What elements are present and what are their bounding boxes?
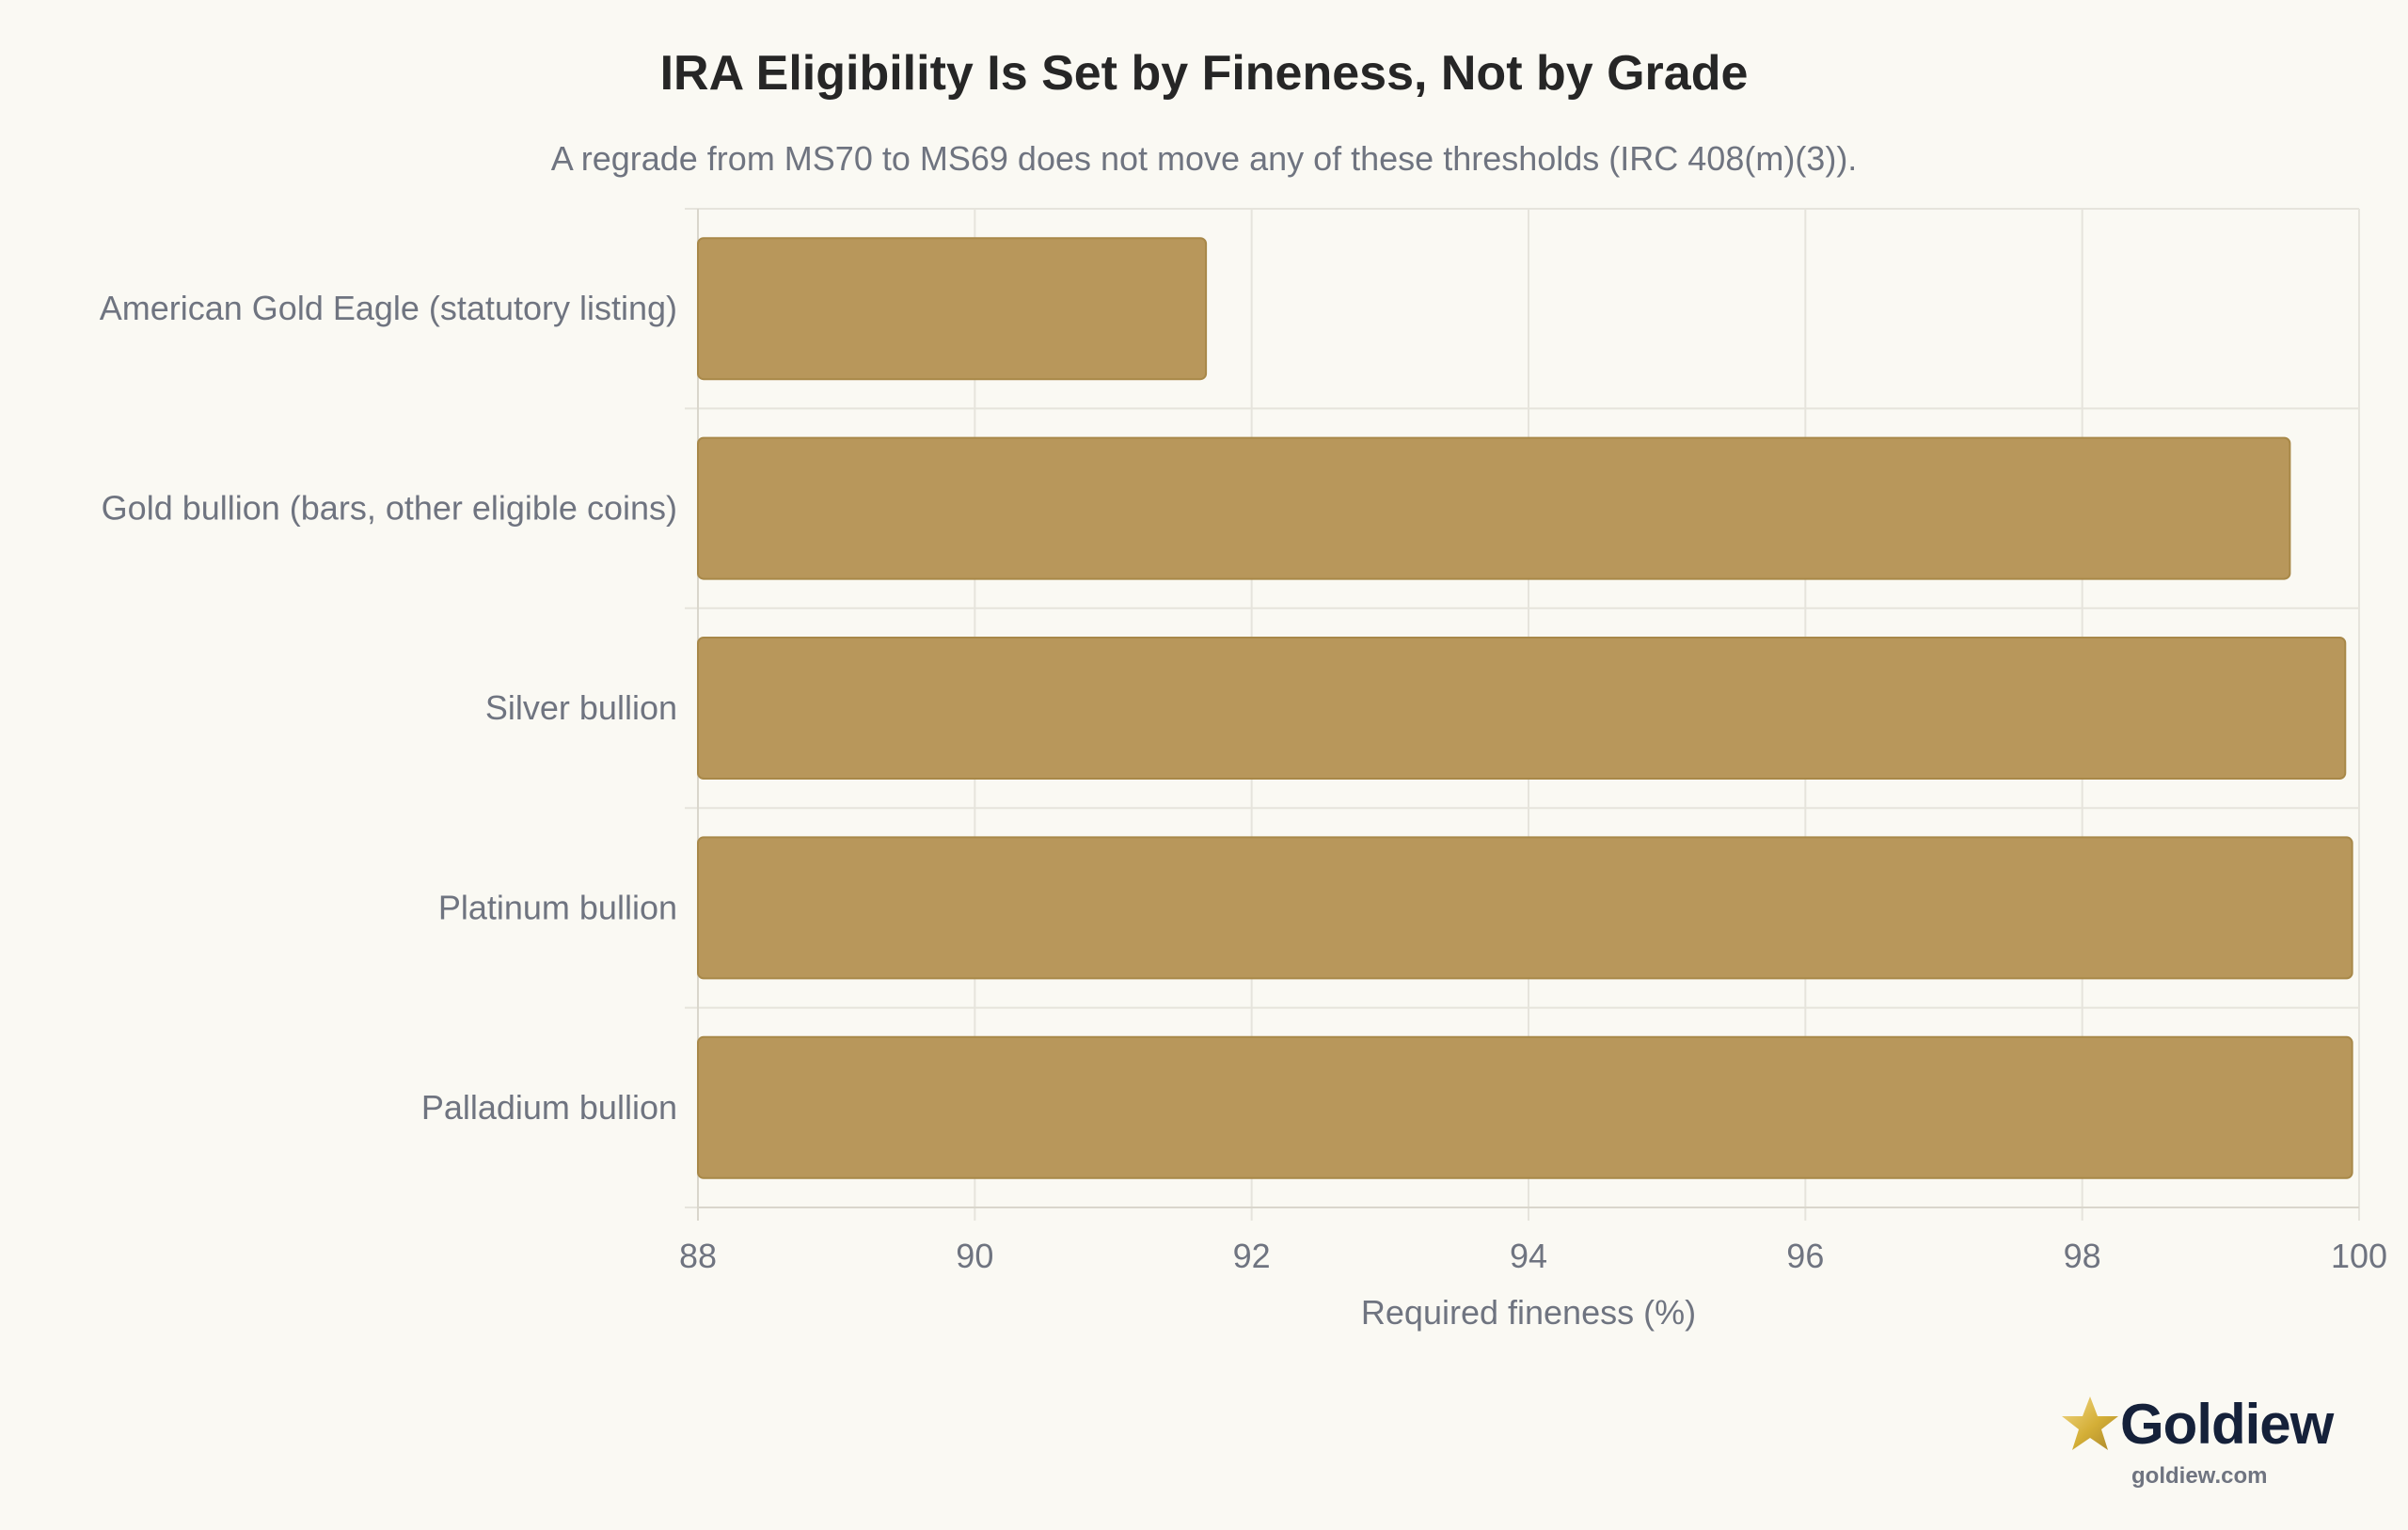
category-label: American Gold Eagle (statutory listing)	[100, 289, 677, 327]
bar	[697, 836, 2353, 980]
x-tick-label: 92	[1233, 1237, 1271, 1275]
x-tick-label: 90	[956, 1237, 993, 1275]
bar	[697, 1035, 2353, 1179]
x-axis-title: Required fineness (%)	[1361, 1293, 1696, 1332]
star-icon	[2062, 1396, 2118, 1450]
bar	[697, 237, 1208, 381]
brand-url: goldiew.com	[2131, 1463, 2268, 1489]
grid-lines	[685, 208, 2360, 1221]
x-tick-label: 96	[1786, 1237, 1824, 1275]
category-label: Silver bullion	[485, 688, 677, 727]
category-label: Platinum bullion	[438, 888, 677, 926]
category-label: Gold bullion (bars, other eligible coins…	[102, 489, 677, 528]
bar	[697, 637, 2347, 780]
category-labels: American Gold Eagle (statutory listing) G…	[100, 289, 677, 1127]
category-label: Palladium bullion	[421, 1088, 677, 1127]
x-axis-ticks: 88 90 92 94 96 98 100	[679, 1237, 2387, 1275]
brand-logo: Goldiew goldiew.com	[2051, 1390, 2370, 1493]
chart-title: IRA Eligibility Is Set by Fineness, Not …	[659, 46, 1749, 101]
x-tick-label: 94	[1510, 1237, 1547, 1275]
bars	[697, 237, 2353, 1179]
x-tick-label: 98	[2064, 1237, 2101, 1275]
chart-subtitle: A regrade from MS70 to MS69 does not mov…	[550, 139, 1858, 178]
x-tick-label: 88	[679, 1237, 717, 1275]
bar	[697, 436, 2291, 580]
x-tick-label: 100	[2331, 1237, 2387, 1275]
brand-name: Goldiew	[2120, 1393, 2334, 1456]
